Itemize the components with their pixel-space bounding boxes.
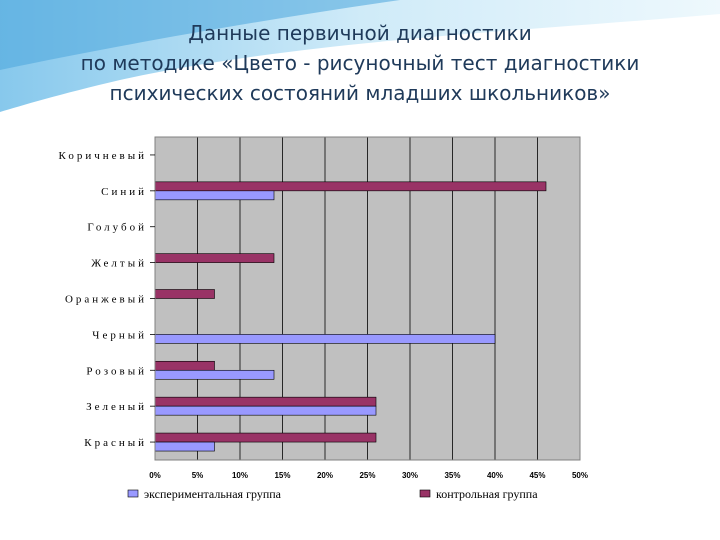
bar-control <box>154 360 215 371</box>
bar-control <box>154 289 215 299</box>
x-tick-labels: 0% 5% 10% 15% 20% 25% 30% 35% 40% 45% 50% <box>149 471 588 480</box>
bar-experimental <box>154 369 275 380</box>
bar-control <box>154 432 377 443</box>
bar-control <box>154 181 547 192</box>
category-label: Красный <box>84 437 147 449</box>
category-labels: Коричневый Синий Голубой Желтый Оранжевый Чер… <box>59 150 155 449</box>
legend-swatch <box>127 489 139 498</box>
category-label: Зеленый <box>86 401 147 413</box>
legend-label: контрольная группа <box>436 487 538 501</box>
x-tick-label: 0% <box>149 471 161 480</box>
category-label: Голубой <box>87 222 147 234</box>
legend-label: экспериментальная группа <box>144 487 282 501</box>
title-line-2: по методике «Цвето - рисуночный тест диа… <box>80 51 640 75</box>
bar-experimental <box>154 405 377 416</box>
bar-experimental <box>154 334 496 344</box>
bar-control <box>154 396 377 407</box>
x-tick-label: 5% <box>192 471 204 480</box>
x-tick-label: 30% <box>402 471 418 480</box>
x-tick-label: 40% <box>487 471 503 480</box>
category-label: Синий <box>101 186 147 198</box>
x-tick-label: 50% <box>572 471 588 480</box>
bar-experimental <box>154 190 275 201</box>
category-label: Коричневый <box>59 150 147 162</box>
category-label: Желтый <box>91 258 147 270</box>
category-label: Оранжевый <box>65 294 147 306</box>
legend: экспериментальная группа контрольная груп… <box>127 487 538 501</box>
bar-experimental <box>154 441 215 452</box>
category-label: Черный <box>92 329 147 341</box>
x-tick-label: 15% <box>274 471 290 480</box>
x-tick-label: 25% <box>359 471 375 480</box>
x-tick-label: 10% <box>232 471 248 480</box>
header-wave-decoration <box>0 0 720 112</box>
category-label: Розовый <box>86 365 147 377</box>
bar-control <box>154 253 275 263</box>
x-tick-label: 45% <box>529 471 545 480</box>
legend-swatch <box>419 489 431 498</box>
x-tick-label: 20% <box>317 471 333 480</box>
title-line-3: психических состояний младших школьников… <box>109 81 611 105</box>
slide-title: Данные первичной диагностики по методике… <box>20 18 700 108</box>
x-tick-label: 35% <box>444 471 460 480</box>
title-line-1: Данные первичной диагностики <box>188 21 532 45</box>
